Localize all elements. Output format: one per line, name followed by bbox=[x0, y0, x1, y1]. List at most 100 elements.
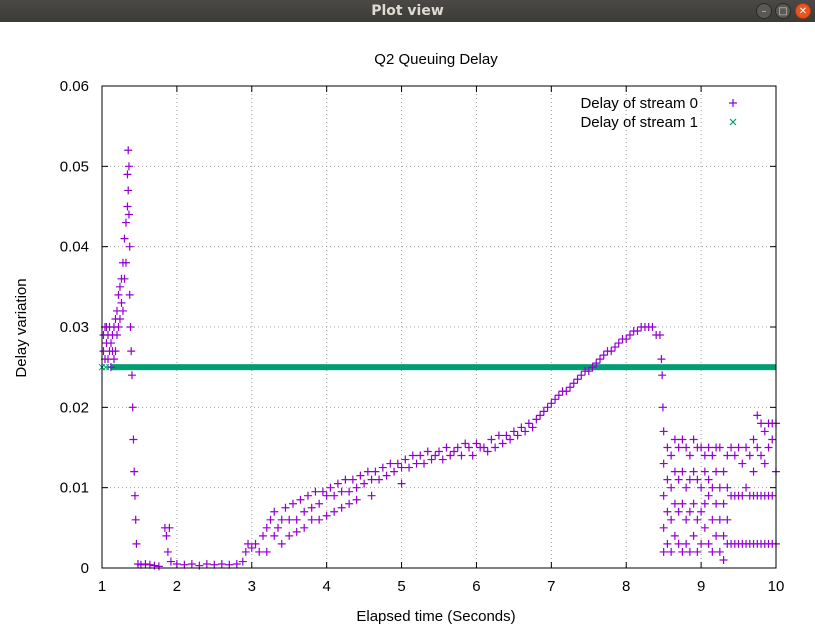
stream-0-point bbox=[592, 359, 601, 368]
stream-0-point bbox=[487, 435, 496, 444]
stream-0-point bbox=[700, 451, 709, 460]
stream-0-point bbox=[528, 423, 537, 432]
stream-0-point bbox=[270, 531, 279, 540]
stream-0-point bbox=[124, 186, 133, 195]
stream-0-point bbox=[375, 475, 384, 484]
stream-0-point bbox=[126, 323, 135, 331]
stream-0-point bbox=[719, 555, 728, 564]
stream-0-point bbox=[386, 459, 395, 468]
stream-0-point bbox=[479, 443, 488, 452]
stream-0-point bbox=[130, 467, 139, 476]
stream-0-point bbox=[491, 443, 500, 452]
stream-0-point bbox=[118, 306, 127, 315]
stream-0-point bbox=[120, 274, 129, 283]
stream-0-point bbox=[187, 559, 196, 568]
stream-0-point bbox=[262, 523, 271, 532]
stream-0-point bbox=[659, 547, 668, 556]
stream-0-point bbox=[685, 547, 694, 556]
stream-0-point bbox=[667, 515, 676, 524]
close-button[interactable]: ✕ bbox=[795, 3, 811, 19]
stream-0-point bbox=[663, 443, 672, 452]
stream-0-point bbox=[356, 471, 365, 480]
stream-0-point bbox=[461, 439, 470, 448]
stream-0-point bbox=[655, 331, 664, 340]
stream-0-point bbox=[697, 539, 706, 548]
stream-0-point bbox=[315, 499, 324, 508]
stream-0-point bbox=[532, 415, 541, 424]
stream-0-point bbox=[614, 339, 623, 348]
stream-0-point bbox=[371, 467, 380, 476]
stream-0-point bbox=[588, 363, 597, 372]
stream-0-point bbox=[622, 335, 631, 344]
stream-0-point bbox=[281, 503, 290, 512]
stream-0-point bbox=[760, 459, 769, 468]
stream-1-band bbox=[112, 364, 776, 371]
stream-0-point bbox=[678, 499, 687, 508]
stream-0-point bbox=[292, 515, 301, 524]
stream-0-point bbox=[115, 282, 124, 291]
stream-0-point bbox=[124, 162, 133, 171]
chart-title: Q2 Queuing Delay bbox=[374, 51, 498, 68]
stream-0-point bbox=[757, 419, 766, 428]
stream-0-point bbox=[416, 451, 425, 460]
stream-0-point bbox=[115, 314, 124, 323]
stream-0-point bbox=[524, 419, 533, 428]
stream-0-point bbox=[689, 467, 698, 476]
stream-0-point bbox=[700, 523, 709, 532]
stream-0-point bbox=[472, 439, 481, 448]
window-titlebar[interactable]: Plot view – □ ✕ bbox=[0, 0, 815, 22]
stream-0-point bbox=[657, 355, 666, 364]
stream-0-point bbox=[129, 435, 138, 444]
stream-0-point bbox=[117, 298, 126, 307]
stream-0-point bbox=[341, 475, 350, 484]
stream-0-point bbox=[154, 562, 163, 571]
x-tick-label: 4 bbox=[322, 578, 330, 595]
stream-0-point bbox=[121, 258, 130, 267]
stream-0-point bbox=[768, 435, 777, 444]
stream-0-point bbox=[367, 491, 376, 500]
stream-0-point bbox=[742, 443, 751, 452]
stream-0-point bbox=[132, 539, 141, 548]
x-tick-label: 5 bbox=[397, 578, 405, 595]
stream-0-point bbox=[719, 531, 728, 540]
stream-0-point bbox=[663, 507, 672, 516]
x-tick-label: 6 bbox=[472, 578, 480, 595]
stream-0-point bbox=[238, 557, 247, 566]
stream-0-point bbox=[163, 547, 172, 556]
x-axis-label: Elapsed time (Seconds) bbox=[356, 608, 515, 625]
stream-0-point bbox=[435, 447, 443, 456]
stream-0-point bbox=[502, 431, 511, 440]
stream-0-point bbox=[438, 455, 447, 464]
stream-0-point bbox=[573, 375, 582, 384]
stream-0-point bbox=[682, 483, 691, 492]
stream-0-point bbox=[247, 543, 256, 552]
chart-svg: Q2 Queuing Delay Elapsed time (Seconds) … bbox=[13, 51, 784, 625]
series-stream-1 bbox=[98, 363, 776, 371]
stream-0-point bbox=[285, 531, 294, 540]
stream-0-point bbox=[715, 483, 724, 492]
stream-0-point bbox=[457, 451, 466, 460]
stream-0-point bbox=[704, 491, 713, 500]
stream-0-point bbox=[708, 515, 717, 524]
stream-0-point bbox=[708, 483, 717, 492]
x-tick-label: 2 bbox=[173, 578, 181, 595]
legend-label: Delay of stream 1 bbox=[580, 114, 698, 131]
stream-0-point bbox=[738, 459, 747, 468]
stream-0-point bbox=[659, 523, 668, 532]
stream-0-point bbox=[562, 387, 571, 396]
stream-0-point bbox=[326, 483, 335, 492]
stream-0-point bbox=[162, 531, 171, 540]
stream-0-point bbox=[397, 479, 406, 488]
stream-0-point bbox=[700, 499, 709, 508]
stream-0-point bbox=[393, 459, 402, 468]
legend-marker bbox=[729, 99, 737, 107]
maximize-button[interactable]: □ bbox=[775, 3, 791, 19]
minimize-button[interactable]: – bbox=[756, 3, 772, 19]
stream-0-point bbox=[145, 560, 154, 569]
stream-0-point bbox=[259, 531, 268, 540]
stream-0-point bbox=[719, 499, 728, 508]
plot-frame bbox=[101, 85, 777, 569]
stream-0-point bbox=[125, 242, 134, 251]
stream-0-point bbox=[446, 451, 455, 460]
stream-0-point bbox=[536, 411, 545, 420]
